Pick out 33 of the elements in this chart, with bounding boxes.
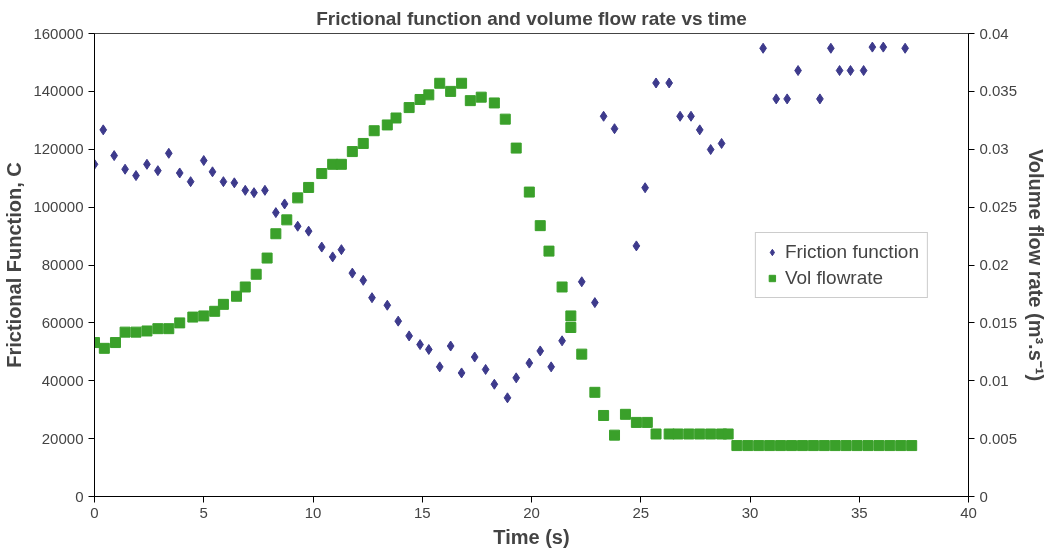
y2-tick-label: 0	[979, 487, 988, 505]
y-tick-label: 140000	[33, 82, 84, 100]
x-axis-title: Time (s)	[493, 525, 570, 548]
legend-label: Friction function	[784, 240, 919, 263]
y-tick-label: 80000	[41, 256, 84, 273]
y2-axis-title: Volume flow rate (m³.s⁻¹)	[1025, 148, 1048, 382]
y2-tick-label: 0.02	[979, 256, 1009, 273]
y-tick-label: 160000	[33, 24, 84, 42]
y-tick-label: 60000	[41, 313, 84, 331]
y2-tick-label: 0.03	[979, 140, 1009, 158]
y-tick-label: 100000	[33, 198, 84, 216]
x-tick-label: 10	[304, 503, 322, 521]
y2-tick-label: 0.025	[979, 198, 1018, 216]
legend-label: Vol flowrate	[784, 266, 884, 289]
x-tick-label: 5	[199, 503, 208, 521]
x-tick-label: 30	[741, 503, 759, 521]
x-tick-label: 35	[850, 503, 868, 521]
y2-tick-label: 0.035	[979, 82, 1018, 100]
y2-tick-label: 0.015	[979, 313, 1018, 331]
chart-title: Frictional function and volume flow rate vs time	[316, 7, 747, 29]
y-tick-label: 120000	[33, 140, 84, 158]
y-axis-title: Frictional Function, C	[3, 162, 26, 368]
y-tick-label: 20000	[41, 429, 84, 447]
y2-tick-label: 0.005	[979, 429, 1018, 447]
x-tick-label: 15	[413, 503, 431, 521]
x-tick-label: 40	[960, 503, 977, 521]
y-tick-label: 40000	[41, 371, 84, 389]
x-tick-label: 20	[523, 503, 540, 521]
x-tick-label: 25	[632, 503, 650, 521]
y2-tick-label: 0.04	[979, 24, 1009, 42]
y2-tick-label: 0.01	[979, 371, 1009, 389]
y-tick-label: 0	[75, 487, 84, 505]
x-tick-label: 0	[90, 503, 99, 521]
